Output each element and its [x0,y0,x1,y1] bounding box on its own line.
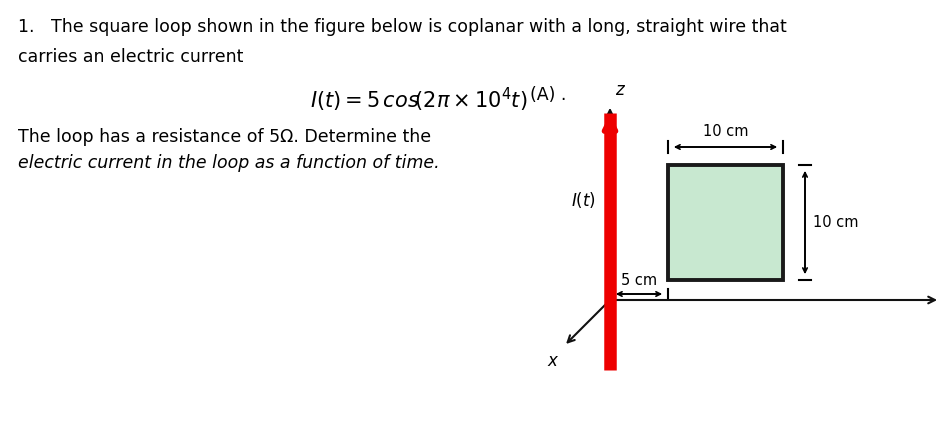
Text: 10 cm: 10 cm [813,215,859,230]
Text: 5 cm: 5 cm [621,273,657,288]
Text: carries an electric current: carries an electric current [18,48,244,66]
Text: $I(t)=5\,cos\!\left(2\pi\times10^{4}t\right)$: $I(t)=5\,cos\!\left(2\pi\times10^{4}t\ri… [310,86,527,114]
Bar [668,165,783,280]
Text: electric current in the loop as a function of time.: electric current in the loop as a functi… [18,154,440,172]
Text: The loop has a resistance of 5Ω. Determine the: The loop has a resistance of 5Ω. Determi… [18,128,431,146]
Text: (A) .: (A) . [530,86,566,104]
Text: $z$: $z$ [615,81,626,99]
Text: $I(t)$: $I(t)$ [571,190,596,210]
Text: 1.   The square loop shown in the figure below is coplanar with a long, straight: 1. The square loop shown in the figure b… [18,18,787,36]
Text: $x$: $x$ [547,352,559,370]
Text: 10 cm: 10 cm [702,124,748,139]
